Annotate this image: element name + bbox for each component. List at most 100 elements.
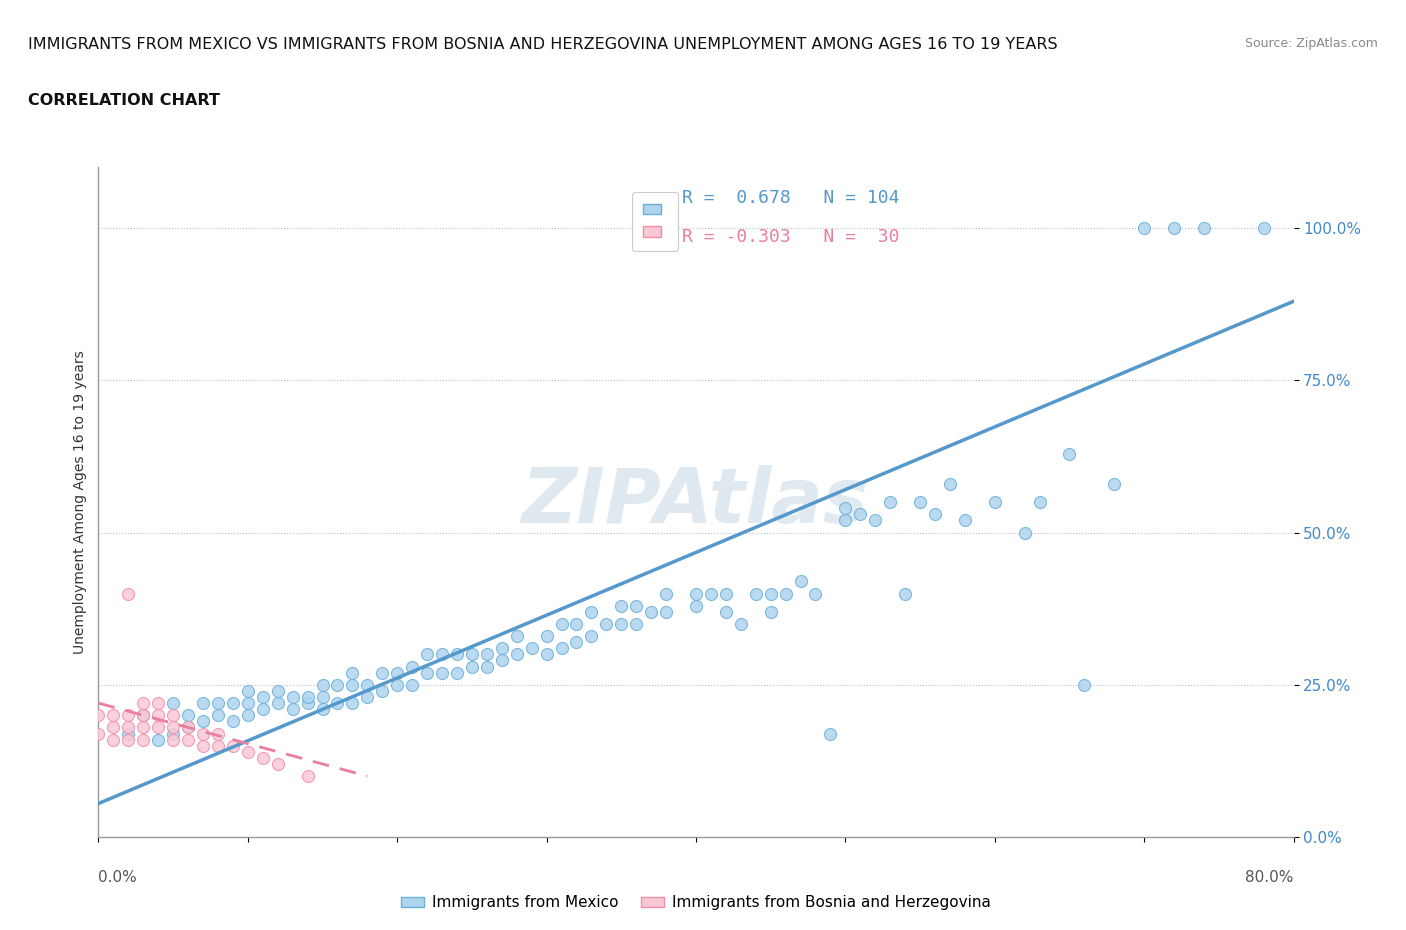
Point [1028, 495, 1050, 510]
Point [1073, 677, 1095, 692]
Point [834, 513, 856, 528]
Point [700, 586, 723, 601]
Point [565, 635, 588, 650]
Point [401, 659, 423, 674]
Point [148, 720, 170, 735]
Point [714, 604, 737, 619]
Point [685, 586, 707, 601]
Point [236, 696, 259, 711]
Point [550, 617, 572, 631]
Point [162, 726, 184, 741]
Point [371, 684, 394, 698]
Point [297, 689, 319, 704]
Point [356, 677, 378, 692]
Point [953, 513, 976, 528]
Point [491, 641, 513, 656]
Point [356, 689, 378, 704]
Text: ZIPAtlas: ZIPAtlas [522, 465, 870, 539]
Point [162, 696, 184, 711]
Text: R = -0.303   N =  30: R = -0.303 N = 30 [682, 228, 898, 246]
Point [177, 732, 200, 747]
Point [326, 696, 349, 711]
Point [475, 647, 498, 662]
Point [430, 647, 453, 662]
Point [416, 665, 439, 680]
Point [177, 720, 200, 735]
Point [461, 659, 484, 674]
Point [191, 738, 214, 753]
Point [849, 507, 872, 522]
Point [640, 604, 662, 619]
Point [222, 738, 245, 753]
Point [506, 629, 529, 644]
Point [475, 659, 498, 674]
Text: R =  0.678   N = 104: R = 0.678 N = 104 [682, 190, 898, 207]
Text: IMMIGRANTS FROM MEXICO VS IMMIGRANTS FROM BOSNIA AND HERZEGOVINA UNEMPLOYMENT AM: IMMIGRANTS FROM MEXICO VS IMMIGRANTS FRO… [28, 37, 1057, 52]
Point [1133, 220, 1156, 235]
Point [87, 726, 110, 741]
Point [236, 744, 259, 759]
Point [491, 653, 513, 668]
Point [595, 617, 617, 631]
Point [820, 726, 842, 741]
Point [745, 586, 768, 601]
Point [177, 720, 200, 735]
Point [148, 732, 170, 747]
Point [624, 617, 647, 631]
Point [236, 684, 259, 698]
Point [581, 629, 603, 644]
Text: Source: ZipAtlas.com: Source: ZipAtlas.com [1244, 37, 1378, 50]
Point [103, 720, 125, 735]
Point [236, 708, 259, 723]
Point [87, 708, 110, 723]
Point [342, 665, 364, 680]
Point [267, 756, 290, 771]
Point [132, 732, 155, 747]
Point [1014, 525, 1036, 540]
Point [759, 604, 782, 619]
Point [267, 684, 290, 698]
Y-axis label: Unemployment Among Ages 16 to 19 years: Unemployment Among Ages 16 to 19 years [73, 351, 87, 654]
Point [759, 586, 782, 601]
Point [132, 696, 155, 711]
Point [924, 507, 946, 522]
Point [536, 647, 558, 662]
Point [207, 738, 229, 753]
Point [342, 696, 364, 711]
Point [252, 689, 274, 704]
Point [326, 677, 349, 692]
Point [865, 513, 887, 528]
Point [401, 677, 423, 692]
Point [714, 586, 737, 601]
Point [117, 732, 139, 747]
Point [685, 598, 707, 613]
Point [207, 696, 229, 711]
Point [894, 586, 917, 601]
Point [908, 495, 931, 510]
Point [148, 708, 170, 723]
Legend: Immigrants from Mexico, Immigrants from Bosnia and Herzegovina: Immigrants from Mexico, Immigrants from … [395, 889, 997, 916]
Point [207, 708, 229, 723]
Point [222, 714, 245, 729]
Point [939, 476, 962, 491]
Point [132, 708, 155, 723]
Text: 80.0%: 80.0% [1246, 870, 1294, 885]
Point [191, 726, 214, 741]
Point [624, 598, 647, 613]
Point [252, 751, 274, 765]
Point [983, 495, 1005, 510]
Point [117, 586, 139, 601]
Point [177, 708, 200, 723]
Point [520, 641, 543, 656]
Point [804, 586, 827, 601]
Point [565, 617, 588, 631]
Point [281, 689, 304, 704]
Point [117, 720, 139, 735]
Point [148, 696, 170, 711]
Point [1163, 220, 1185, 235]
Point [117, 726, 139, 741]
Point [385, 665, 409, 680]
Point [581, 604, 603, 619]
Text: 0.0%: 0.0% [98, 870, 138, 885]
Point [207, 726, 229, 741]
